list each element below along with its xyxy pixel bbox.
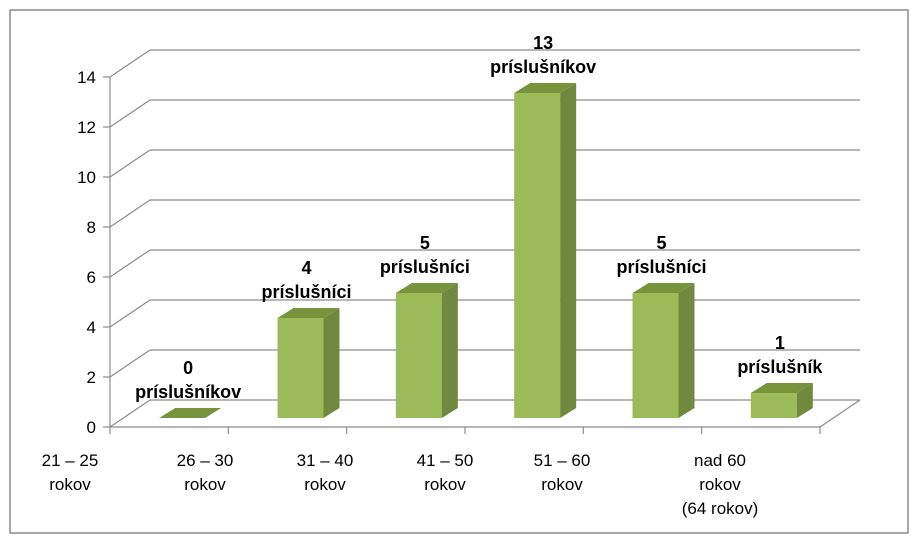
x-tick-label: rokov (424, 475, 466, 494)
grid-line (109, 99, 151, 128)
y-tick-label: 10 (77, 168, 96, 187)
bar (750, 383, 813, 418)
grid-line (109, 149, 151, 178)
grid-line (109, 399, 151, 428)
x-tick-label: rokov (49, 475, 91, 494)
data-label-line: príslušníci (261, 282, 351, 302)
y-tick-label: 2 (87, 368, 96, 387)
x-tick-label: rokov (541, 475, 583, 494)
bar-top (750, 383, 813, 393)
data-label: 0 príslušníkov (135, 358, 241, 402)
bar-front (514, 93, 561, 418)
data-label: 1 príslušník (737, 333, 823, 377)
data-label: 13 príslušníkov (490, 33, 596, 77)
bar (395, 283, 458, 418)
chart-frame (9, 9, 909, 534)
data-label-line: 5 (656, 233, 666, 253)
floor-right (819, 399, 861, 428)
x-tick-label: 31 – 40 (297, 451, 354, 470)
bar-side (560, 83, 577, 418)
grid-line (109, 299, 151, 328)
data-label-line: 5 (420, 233, 430, 253)
bar-side (323, 308, 340, 418)
data-label-line: príslušníkov (490, 57, 596, 77)
data-label-line: 4 (301, 258, 311, 278)
grid-line (109, 49, 151, 78)
grid-line (109, 199, 151, 228)
bar-front (395, 293, 442, 418)
data-label-line: príslušníkov (135, 382, 241, 402)
bar-front (750, 393, 797, 418)
x-tick-label: rokov (184, 475, 226, 494)
bar-front (277, 318, 324, 418)
bar-side (441, 283, 458, 418)
y-tick-label: 0 (87, 418, 96, 437)
bar-top (277, 308, 340, 318)
x-tick-label: rokov (304, 475, 346, 494)
bar-top (632, 283, 695, 293)
y-tick-label: 14 (77, 68, 96, 87)
data-label-line: príslušníci (616, 257, 706, 277)
y-tick-label: 12 (77, 118, 96, 137)
bar-front (632, 293, 679, 418)
x-tick-label: 41 – 50 (417, 451, 474, 470)
bar-side (678, 283, 695, 418)
grid-line (109, 349, 151, 378)
grid-line (109, 249, 151, 278)
x-tick-label: nad 60 (694, 451, 746, 470)
data-label: 5 príslušníci (616, 233, 706, 277)
data-label-line: príslušník (737, 357, 823, 377)
bar-side (796, 383, 813, 418)
data-label-line: 13 (533, 33, 553, 53)
x-tick-label: 21 – 25 (42, 451, 99, 470)
x-tick-label: rokov (699, 475, 741, 494)
x-tick-label: 26 – 30 (177, 451, 234, 470)
y-tick-label: 6 (87, 268, 96, 287)
bar-top (395, 283, 458, 293)
data-label: 5 príslušníci (380, 233, 470, 277)
y-tick-label: 8 (87, 218, 96, 237)
bar-top (159, 408, 222, 418)
data-label-line: príslušníci (380, 257, 470, 277)
x-tick-label: (64 rokov) (682, 499, 759, 518)
data-label: 4 príslušníci (261, 258, 351, 302)
y-tick-label: 4 (87, 318, 96, 337)
bar (632, 283, 695, 418)
bar (159, 408, 222, 418)
bar (277, 308, 340, 418)
data-label-line: 1 (775, 333, 785, 353)
x-tick-label: 51 – 60 (534, 451, 591, 470)
data-label-line: 0 (183, 358, 193, 378)
bar (514, 83, 577, 418)
bar-top (514, 83, 577, 93)
